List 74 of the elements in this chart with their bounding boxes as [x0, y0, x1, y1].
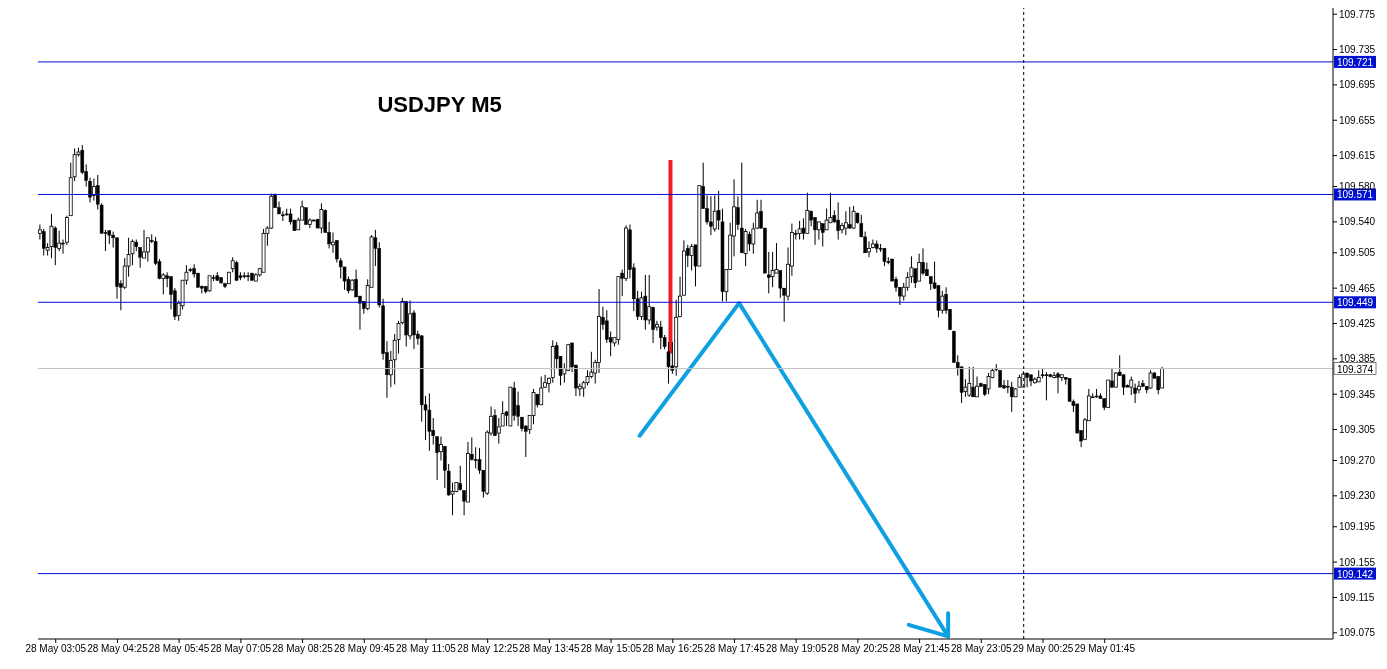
- x-tick-label: 28 May 23:05: [950, 643, 1013, 655]
- y-tick-label: 109.115: [1339, 592, 1375, 604]
- y-tick-label: 109.695: [1339, 79, 1376, 91]
- candlestick: [975, 376, 979, 398]
- y-tick-label: 109.615: [1339, 150, 1376, 162]
- candlestick: [843, 210, 848, 236]
- candlestick: [539, 376, 544, 406]
- y-tick-label: 109.075: [1339, 627, 1376, 639]
- y-tick-label: 109.425: [1339, 318, 1376, 330]
- candlestick: [821, 223, 825, 248]
- candlestick: [747, 231, 752, 252]
- y-tick-label: 109.655: [1339, 114, 1376, 126]
- y-tick-label: 109.230: [1339, 490, 1376, 502]
- candlestick: [778, 269, 783, 299]
- x-tick-label: 28 May 19:05: [765, 643, 827, 655]
- y-tick-label: 109.505: [1339, 247, 1376, 259]
- y-tick-label: 109.195: [1339, 521, 1376, 533]
- candlestick: [836, 201, 840, 241]
- candlestick: [1052, 371, 1057, 379]
- y-tick-label: 109.735: [1339, 44, 1376, 56]
- x-tick-label: 28 May 03:05: [25, 643, 87, 655]
- candlestick: [816, 221, 821, 241]
- x-tick-label: 29 May 01:45: [1074, 643, 1136, 655]
- x-tick-label: 28 May 08:25: [272, 643, 334, 655]
- candlestick: [847, 206, 852, 230]
- ref-line-label: 109.142: [1336, 568, 1374, 580]
- text: USDJPY M5: [377, 92, 502, 117]
- candlestick: [91, 178, 96, 202]
- candlestick: [967, 366, 972, 398]
- candlestick: [971, 366, 975, 398]
- x-tick-label: 28 May 21:45: [889, 643, 951, 655]
- candlestick: [1160, 366, 1165, 389]
- candlestick: [639, 291, 644, 321]
- x-tick-label: 28 May 11:05: [396, 643, 457, 655]
- candlestick: [1056, 371, 1060, 394]
- candlestick: [427, 392, 432, 452]
- candlestick: [473, 446, 478, 469]
- y-tick-label: 109.775: [1339, 8, 1376, 20]
- x-tick-label: 28 May 09:45: [333, 643, 395, 655]
- candlestick: [496, 417, 501, 445]
- candlestick: [867, 240, 871, 258]
- y-tick-label: 109.465: [1339, 282, 1376, 294]
- candlestick: [743, 228, 748, 267]
- ref-line-label: 109.571: [1336, 189, 1374, 201]
- x-tick-label: 28 May 16:25: [642, 643, 704, 655]
- y-tick-label: 109.540: [1339, 216, 1376, 228]
- candlestick: [659, 320, 663, 350]
- candlestick: [712, 194, 717, 233]
- x-tick-label: 28 May 12:25: [457, 643, 519, 655]
- candlestick: [666, 341, 671, 385]
- x-tick-label: 28 May 04:25: [87, 643, 149, 655]
- candlestick: [246, 271, 250, 282]
- candlestick: [1009, 381, 1014, 413]
- x-tick-label: 28 May 05:45: [148, 643, 210, 655]
- x-tick-label: 29 May 00:25: [1012, 643, 1074, 655]
- y-tick-label: 109.270: [1339, 455, 1376, 467]
- x-tick-label: 28 May 20:25: [827, 643, 889, 655]
- candlestick: [709, 195, 713, 236]
- candlestick: [1006, 379, 1010, 394]
- candlestick: [643, 274, 648, 331]
- y-tick-label: 109.155: [1339, 556, 1376, 568]
- y-tick-label: 109.305: [1339, 424, 1376, 436]
- candlestick: [689, 243, 694, 271]
- candlestick: [41, 228, 46, 256]
- x-tick-label: 28 May 17:45: [704, 643, 766, 655]
- x-tick-label: 28 May 13:45: [519, 643, 581, 655]
- ref-line-label: 109.721: [1336, 56, 1374, 68]
- candlestick: [824, 208, 829, 231]
- x-tick-label: 28 May 15:05: [580, 643, 642, 655]
- ref-line-label: 109.374: [1336, 363, 1374, 375]
- x-tick-label: 28 May 07:05: [210, 643, 272, 655]
- y-tick-label: 109.385: [1339, 353, 1376, 365]
- ref-line-label: 109.449: [1336, 297, 1374, 309]
- y-tick-label: 109.345: [1339, 388, 1376, 400]
